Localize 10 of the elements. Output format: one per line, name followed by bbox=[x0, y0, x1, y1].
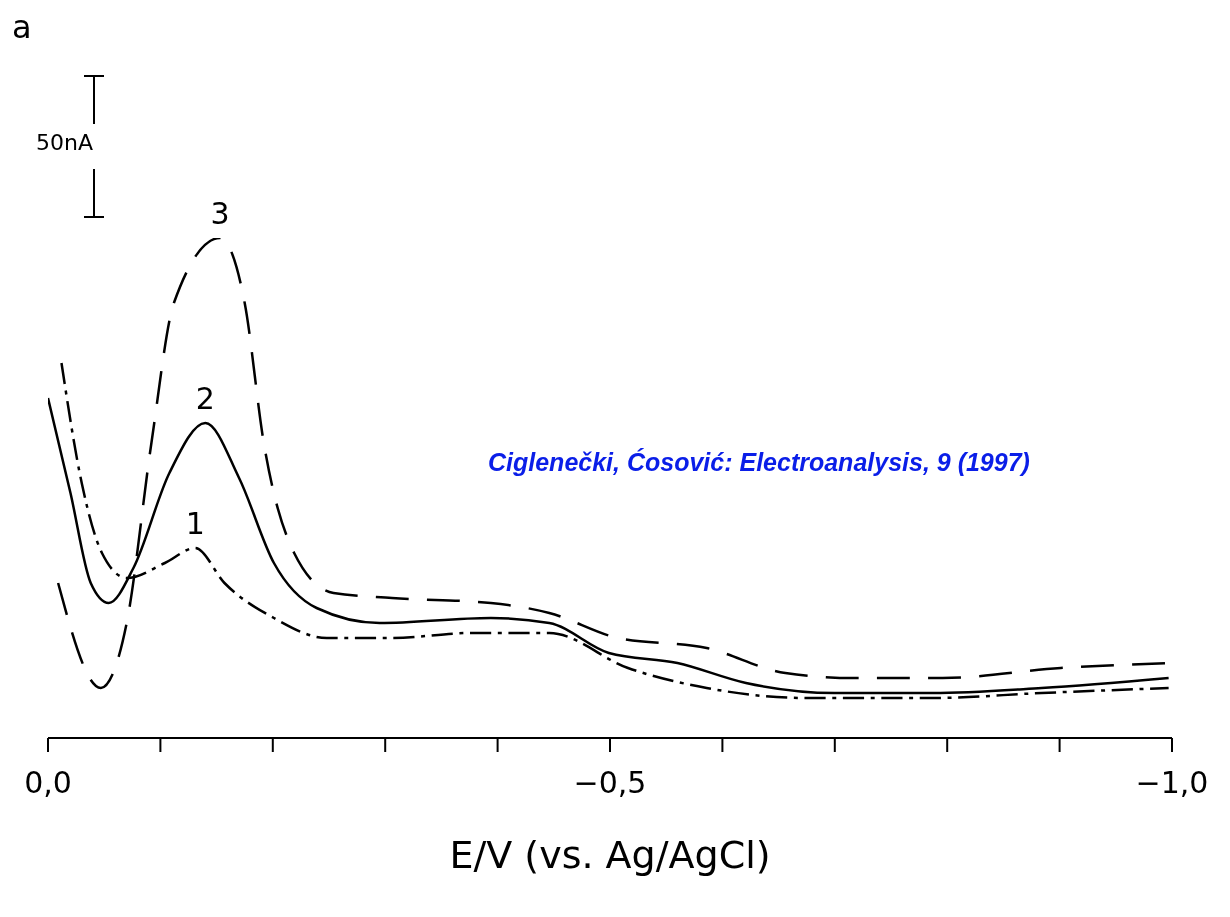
x-tick-label: 0,0 bbox=[24, 765, 72, 801]
series-label: 3 bbox=[210, 196, 230, 231]
scale-bar: 50nA bbox=[32, 74, 132, 219]
text: a bbox=[12, 8, 32, 46]
annotation: Ciglenečki, Ćosović: Electroanalysis, 9 (1997) bbox=[488, 448, 1030, 477]
series-label: 2 bbox=[195, 381, 215, 416]
x-tick-label: −0,5 bbox=[573, 765, 647, 801]
x-axis-title: E/V (vs. Ag/AgCl) bbox=[449, 833, 771, 877]
series-label: 1 bbox=[185, 506, 205, 541]
x-tick-label: −1,0 bbox=[1135, 765, 1209, 801]
